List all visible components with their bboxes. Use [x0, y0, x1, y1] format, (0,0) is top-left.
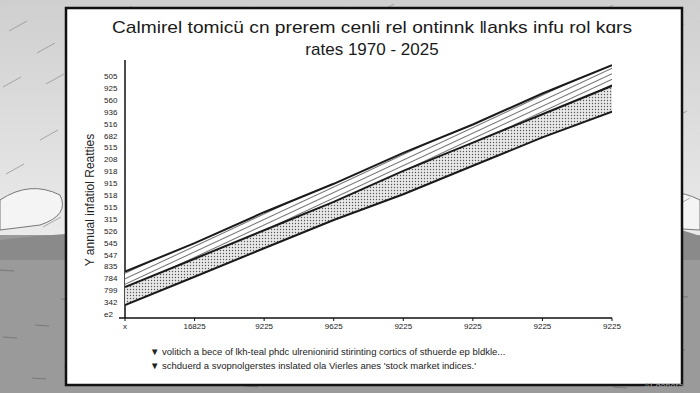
x-tick: [542, 318, 543, 321]
y-side-label: 515: [104, 203, 118, 212]
y-side-label: 518: [104, 191, 118, 200]
x-tick: [612, 318, 613, 321]
y-side-label: 342: [104, 298, 118, 307]
ground-stroke: [613, 387, 627, 388]
subtitle: rates 1970 - 2025: [305, 40, 438, 59]
footnote: ▼ volitich a bece of lkh-teal phdc ulren…: [150, 346, 505, 357]
y-side-label: 547: [104, 251, 118, 260]
x-tick-label: 16825: [183, 322, 206, 331]
y-side-label: 560: [104, 96, 118, 105]
title: Calmirel tomicü cn prerem cenli rel onti…: [112, 18, 632, 37]
y-side-label: 515: [104, 143, 118, 152]
x-tick: [264, 318, 265, 321]
y-side-label: 208: [104, 155, 118, 164]
y-side-label: 784: [104, 274, 118, 283]
sketch-stroke: [6, 164, 24, 174]
y-side-label: 505: [104, 72, 118, 81]
sketch-stroke: [3, 77, 21, 87]
sketch-stroke: [37, 43, 55, 53]
y-side-label: 918: [104, 167, 118, 176]
x-tick-label: 9625: [325, 322, 343, 331]
band-fill: [125, 86, 612, 305]
sketch-stroke: [43, 217, 61, 227]
y-side-label: 516: [104, 120, 118, 129]
x-tick: [333, 318, 334, 321]
y-side-label: 835: [104, 262, 118, 271]
y-side-label: 526: [104, 227, 118, 236]
ground-stroke: [0, 270, 14, 271]
y-side-label: 936: [104, 108, 118, 117]
ground-stroke: [32, 378, 46, 379]
watermark: AI-generated: [644, 381, 696, 391]
band-fill: [125, 65, 612, 287]
series-line: [125, 112, 612, 306]
x-tick: [403, 318, 404, 321]
cloud: [0, 189, 63, 230]
panel: [66, 8, 682, 385]
y-side-label: 545: [104, 239, 118, 248]
plot-area: [125, 65, 612, 305]
x-axis: [119, 317, 612, 319]
y-side-label: 682: [104, 132, 118, 141]
x-tick-label: 9225: [464, 322, 482, 331]
sketch-stroke: [40, 130, 58, 140]
ground-stroke: [3, 337, 17, 338]
y-side-label: 799: [104, 286, 118, 295]
series-line: [125, 86, 612, 287]
x-tick-label: 9225: [603, 322, 621, 331]
y-side-label: 315: [104, 215, 118, 224]
y-side-label: e2: [104, 310, 113, 319]
chart-svg: Calmirel tomicü cn prerem cenli rel onti…: [0, 0, 700, 393]
x-tick-label: x: [123, 322, 127, 331]
sketch-stroke: [9, 21, 27, 31]
footnote: ▼ schduerd a svopnolgerstes inslated ola…: [150, 360, 476, 371]
y-side-label: 915: [104, 179, 118, 188]
sketch-stroke: [46, 74, 64, 84]
x-tick: [194, 318, 195, 321]
x-tick-label: 9225: [394, 322, 412, 331]
ground-stroke: [35, 325, 49, 326]
series-line: [125, 65, 612, 271]
x-tick: [472, 318, 473, 321]
x-tick-label: 9225: [534, 322, 552, 331]
x-tick: [125, 318, 126, 321]
y-axis-label: Y annual infatiol Reatties: [83, 134, 97, 267]
x-tick-label: 9225: [255, 322, 273, 331]
y-side-label: 925: [104, 84, 118, 93]
